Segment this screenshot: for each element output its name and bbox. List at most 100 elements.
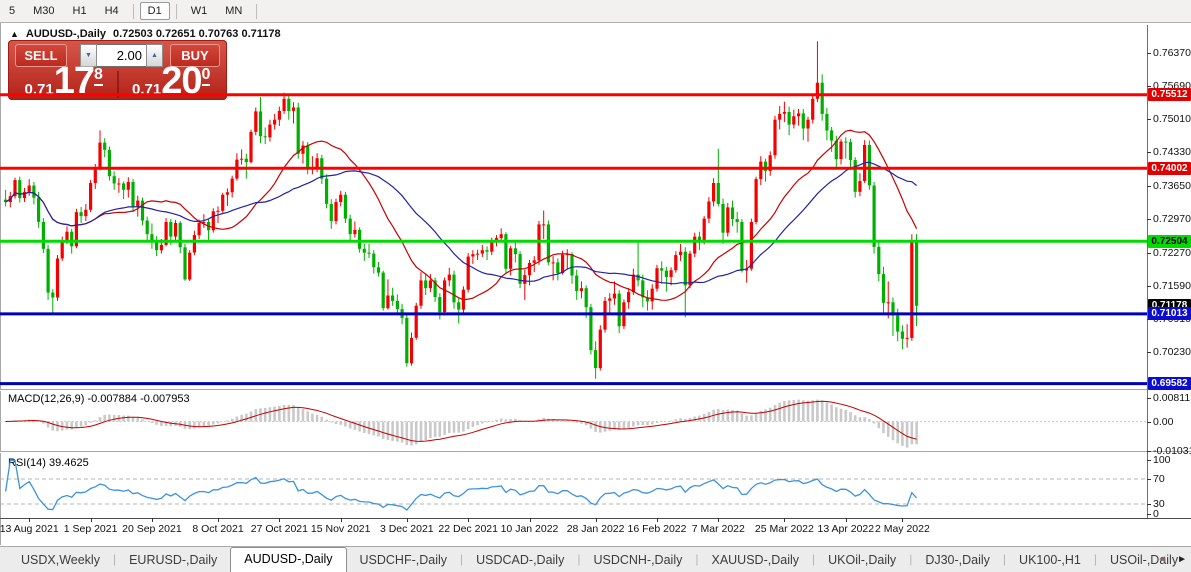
date-axis-tick bbox=[29, 518, 31, 522]
date-axis-label: 16 Feb 2022 bbox=[627, 523, 687, 535]
timeframe-button-5[interactable]: 5 bbox=[9, 5, 16, 17]
macd-pane-separator[interactable] bbox=[0, 389, 1191, 391]
date-axis-label: 28 Jan 2022 bbox=[566, 523, 625, 535]
tab-separator: | bbox=[112, 552, 117, 566]
tab-separator: | bbox=[577, 552, 581, 566]
candlestick-layer bbox=[4, 41, 919, 379]
price-axis-label: 0.70230 bbox=[1153, 346, 1191, 358]
sell-button[interactable]: SELL bbox=[15, 44, 67, 67]
macd-axis-tick bbox=[1147, 421, 1151, 423]
tab-usdcad-daily[interactable]: USDCAD-,Daily bbox=[476, 553, 565, 567]
tabs-scroll-right-button[interactable]: ► bbox=[1177, 554, 1187, 565]
date-axis-tick bbox=[468, 518, 470, 522]
price-badge-0.74002: 0.74002 bbox=[1148, 161, 1191, 175]
date-axis-label: 25 Mar 2022 bbox=[754, 523, 814, 535]
tab-eurusd-daily[interactable]: EURUSD-,Daily bbox=[129, 553, 218, 567]
rsi-axis-tick bbox=[1147, 504, 1151, 505]
price-axis-tick bbox=[1147, 119, 1151, 121]
date-axis-label: 22 Dec 2021 bbox=[438, 523, 498, 535]
date-axis-tick bbox=[340, 518, 342, 522]
tab-usdcnh-daily[interactable]: USDCNH-,Daily bbox=[593, 553, 683, 567]
date-axis-tick bbox=[279, 518, 281, 522]
price-badge-0.75512: 0.75512 bbox=[1148, 88, 1191, 102]
rsi-axis-tick bbox=[1147, 460, 1151, 462]
trade-panel-divider bbox=[116, 71, 119, 98]
toolbar-separator bbox=[256, 3, 258, 19]
tab-usdchf-daily[interactable]: USDCHF-,Daily bbox=[359, 553, 448, 567]
date-axis-tick bbox=[902, 518, 904, 522]
rsi-axis-label: 100 bbox=[1153, 454, 1171, 467]
date-axis-tick bbox=[657, 518, 658, 522]
timeframe-button-mn[interactable]: MN bbox=[225, 5, 243, 17]
macd-axis-tick bbox=[1147, 450, 1151, 452]
timeframe-button-w1[interactable]: W1 bbox=[190, 5, 208, 17]
timeframe-toolbar: 5 M30 H1 H4 D1 W1 MN bbox=[0, 0, 1191, 23]
volume-decrease-button[interactable]: ▼ bbox=[80, 44, 97, 67]
rsi-pane-canvas[interactable] bbox=[0, 453, 1147, 518]
date-axis-label: 20 Sep 2021 bbox=[122, 523, 182, 535]
chart-title: ▲ AUDUSD-,Daily 0.72503 0.72651 0.70763 … bbox=[10, 28, 281, 40]
bid-price-pipette: 8 bbox=[94, 67, 103, 86]
rsi-indicator-label: RSI(14) 39.4625 bbox=[8, 457, 89, 469]
tab-separator: | bbox=[909, 552, 913, 566]
price-axis-label: 0.72270 bbox=[1153, 246, 1191, 259]
tab-usoil-daily[interactable]: USOil-,Daily bbox=[1110, 553, 1179, 567]
date-axis-tick bbox=[218, 518, 219, 522]
date-axis-label: 13 Aug 2021 bbox=[0, 523, 59, 535]
tab-separator: | bbox=[460, 552, 464, 566]
date-axis-tick bbox=[595, 518, 597, 522]
date-axis-tick bbox=[90, 518, 92, 522]
macd-axis-label: 0.00811 bbox=[1153, 392, 1191, 405]
price-axis-tick bbox=[1147, 86, 1151, 88]
price-axis-tick bbox=[1147, 185, 1151, 187]
price-axis-tick bbox=[1147, 53, 1151, 54]
price-axis-label: 0.76370 bbox=[1153, 47, 1191, 59]
volume-input[interactable] bbox=[97, 44, 146, 67]
tab-audusd-daily[interactable]: AUDUSD-,Daily bbox=[230, 547, 347, 572]
one-click-trading-panel: SELL ▼ ▲ BUY 0.71 17 8 0.71 20 0 bbox=[8, 40, 227, 100]
price-badge-0.69582: 0.69582 bbox=[1148, 377, 1191, 391]
chart-window[interactable] bbox=[0, 23, 1191, 545]
tab-separator: | bbox=[1002, 552, 1007, 566]
date-axis-tick bbox=[784, 518, 786, 522]
tab-usdx-weekly[interactable]: USDX,Weekly bbox=[21, 553, 100, 567]
date-axis-label: 1 Sep 2021 bbox=[63, 523, 118, 535]
symbol-tab-bar: USDX,Weekly | EURUSD-,Daily AUDUSD-,Daily US… bbox=[0, 546, 1191, 572]
price-chart-canvas[interactable] bbox=[0, 25, 1147, 389]
macd-axis-label: 0.00 bbox=[1153, 415, 1174, 428]
price-axis-tick bbox=[1147, 285, 1151, 287]
rsi-axis-tick bbox=[1147, 514, 1151, 515]
timeframe-button-m30[interactable]: M30 bbox=[33, 5, 55, 17]
price-axis-label: 0.71590 bbox=[1153, 279, 1191, 292]
price-axis-label: 0.72970 bbox=[1153, 212, 1191, 225]
rsi-axis-label: 70 bbox=[1153, 473, 1165, 485]
date-axis-label: 13 Apr 2022 bbox=[817, 523, 875, 535]
tab-xauusd-daily[interactable]: XAUUSD-,Daily bbox=[711, 553, 799, 567]
date-axis-label: 15 Nov 2021 bbox=[310, 523, 371, 535]
rsi-pane-separator[interactable] bbox=[0, 451, 1191, 453]
tab-dj30-daily[interactable]: DJ30-,Daily bbox=[925, 553, 990, 567]
tab-separator: | bbox=[695, 552, 699, 566]
toolbar-separator bbox=[175, 3, 177, 19]
ma-slow-line bbox=[5, 161, 917, 285]
volume-increase-button[interactable]: ▲ bbox=[146, 44, 163, 67]
tab-uk100-h1[interactable]: UK100-,H1 bbox=[1019, 553, 1081, 567]
rsi-line bbox=[4, 459, 918, 511]
timeframe-button-d1[interactable]: D1 bbox=[139, 2, 170, 20]
tabs-scroll-left-button[interactable]: ◄ bbox=[1157, 554, 1168, 565]
price-axis-label: 0.75010 bbox=[1153, 113, 1191, 126]
date-axis-tick bbox=[718, 518, 720, 522]
tab-ukoil-daily[interactable]: UKOil-,Daily bbox=[828, 553, 897, 567]
panel-collapse-icon[interactable]: ▲ bbox=[10, 29, 19, 39]
macd-pane-canvas[interactable] bbox=[0, 391, 1147, 451]
buy-button[interactable]: BUY bbox=[170, 44, 220, 67]
macd-indicator-label: MACD(12,26,9) -0.007884 -0.007953 bbox=[8, 393, 190, 405]
rsi-axis-label: 30 bbox=[1153, 498, 1165, 510]
timeframe-button-h4[interactable]: H4 bbox=[104, 5, 119, 17]
date-axis-tick bbox=[406, 518, 408, 522]
date-axis-label: 27 Oct 2021 bbox=[250, 523, 308, 535]
price-axis-label: 0.73650 bbox=[1153, 179, 1191, 192]
bid-price-prefix: 0.71 bbox=[24, 81, 54, 98]
timeframe-button-h1[interactable]: H1 bbox=[72, 5, 87, 17]
